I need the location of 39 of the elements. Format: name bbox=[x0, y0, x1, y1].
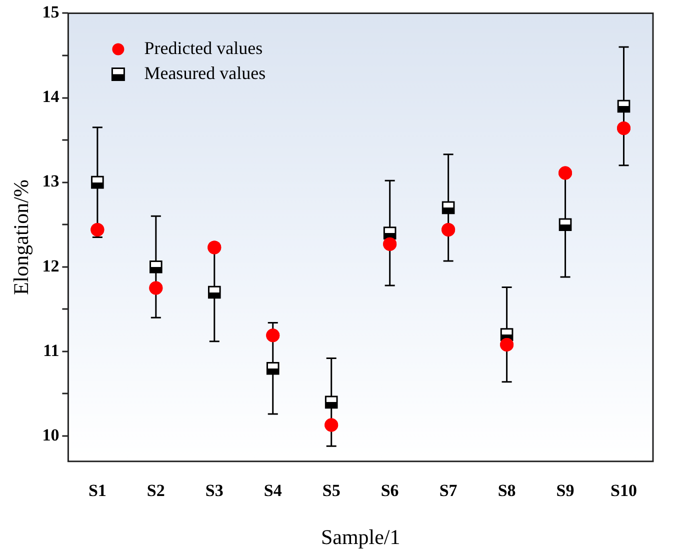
x-tick-label: S9 bbox=[556, 480, 574, 500]
x-tick-label: S4 bbox=[264, 480, 282, 500]
x-tick-label: S1 bbox=[88, 480, 106, 500]
point bbox=[150, 260, 162, 274]
point bbox=[324, 418, 338, 432]
point bbox=[208, 286, 221, 299]
point bbox=[617, 121, 631, 135]
y-axis-title: Elongation/% bbox=[9, 180, 34, 296]
y-tick-label: 14 bbox=[42, 87, 60, 106]
point bbox=[383, 226, 396, 240]
point bbox=[500, 338, 514, 352]
x-tick-label: S3 bbox=[205, 480, 224, 500]
point bbox=[266, 362, 280, 375]
legend-label: Measured values bbox=[144, 62, 266, 83]
point bbox=[383, 237, 397, 251]
legend-label: Predicted values bbox=[144, 38, 263, 58]
x-tick-label: S5 bbox=[322, 480, 340, 500]
point bbox=[90, 222, 104, 236]
x-tick-label: S2 bbox=[146, 480, 165, 500]
x-tick-label: S7 bbox=[439, 480, 458, 500]
point bbox=[558, 218, 572, 232]
x-axis-title: Sample/1 bbox=[320, 524, 400, 549]
x-tick-label: S6 bbox=[380, 480, 399, 500]
y-tick-label: 15 bbox=[42, 2, 60, 22]
point bbox=[266, 328, 280, 342]
point bbox=[208, 240, 222, 254]
x-tick-label: S10 bbox=[610, 480, 637, 500]
point bbox=[558, 166, 572, 180]
y-tick-label: 10 bbox=[42, 425, 60, 444]
point bbox=[617, 100, 630, 113]
point bbox=[442, 201, 455, 214]
point bbox=[149, 281, 163, 295]
y-tick-label: 12 bbox=[42, 256, 60, 276]
point bbox=[442, 222, 456, 236]
point bbox=[324, 396, 338, 409]
x-tick-label: S8 bbox=[498, 480, 516, 500]
y-tick-label: 11 bbox=[43, 340, 60, 360]
point bbox=[91, 176, 104, 189]
y-tick-label: 13 bbox=[42, 172, 60, 191]
